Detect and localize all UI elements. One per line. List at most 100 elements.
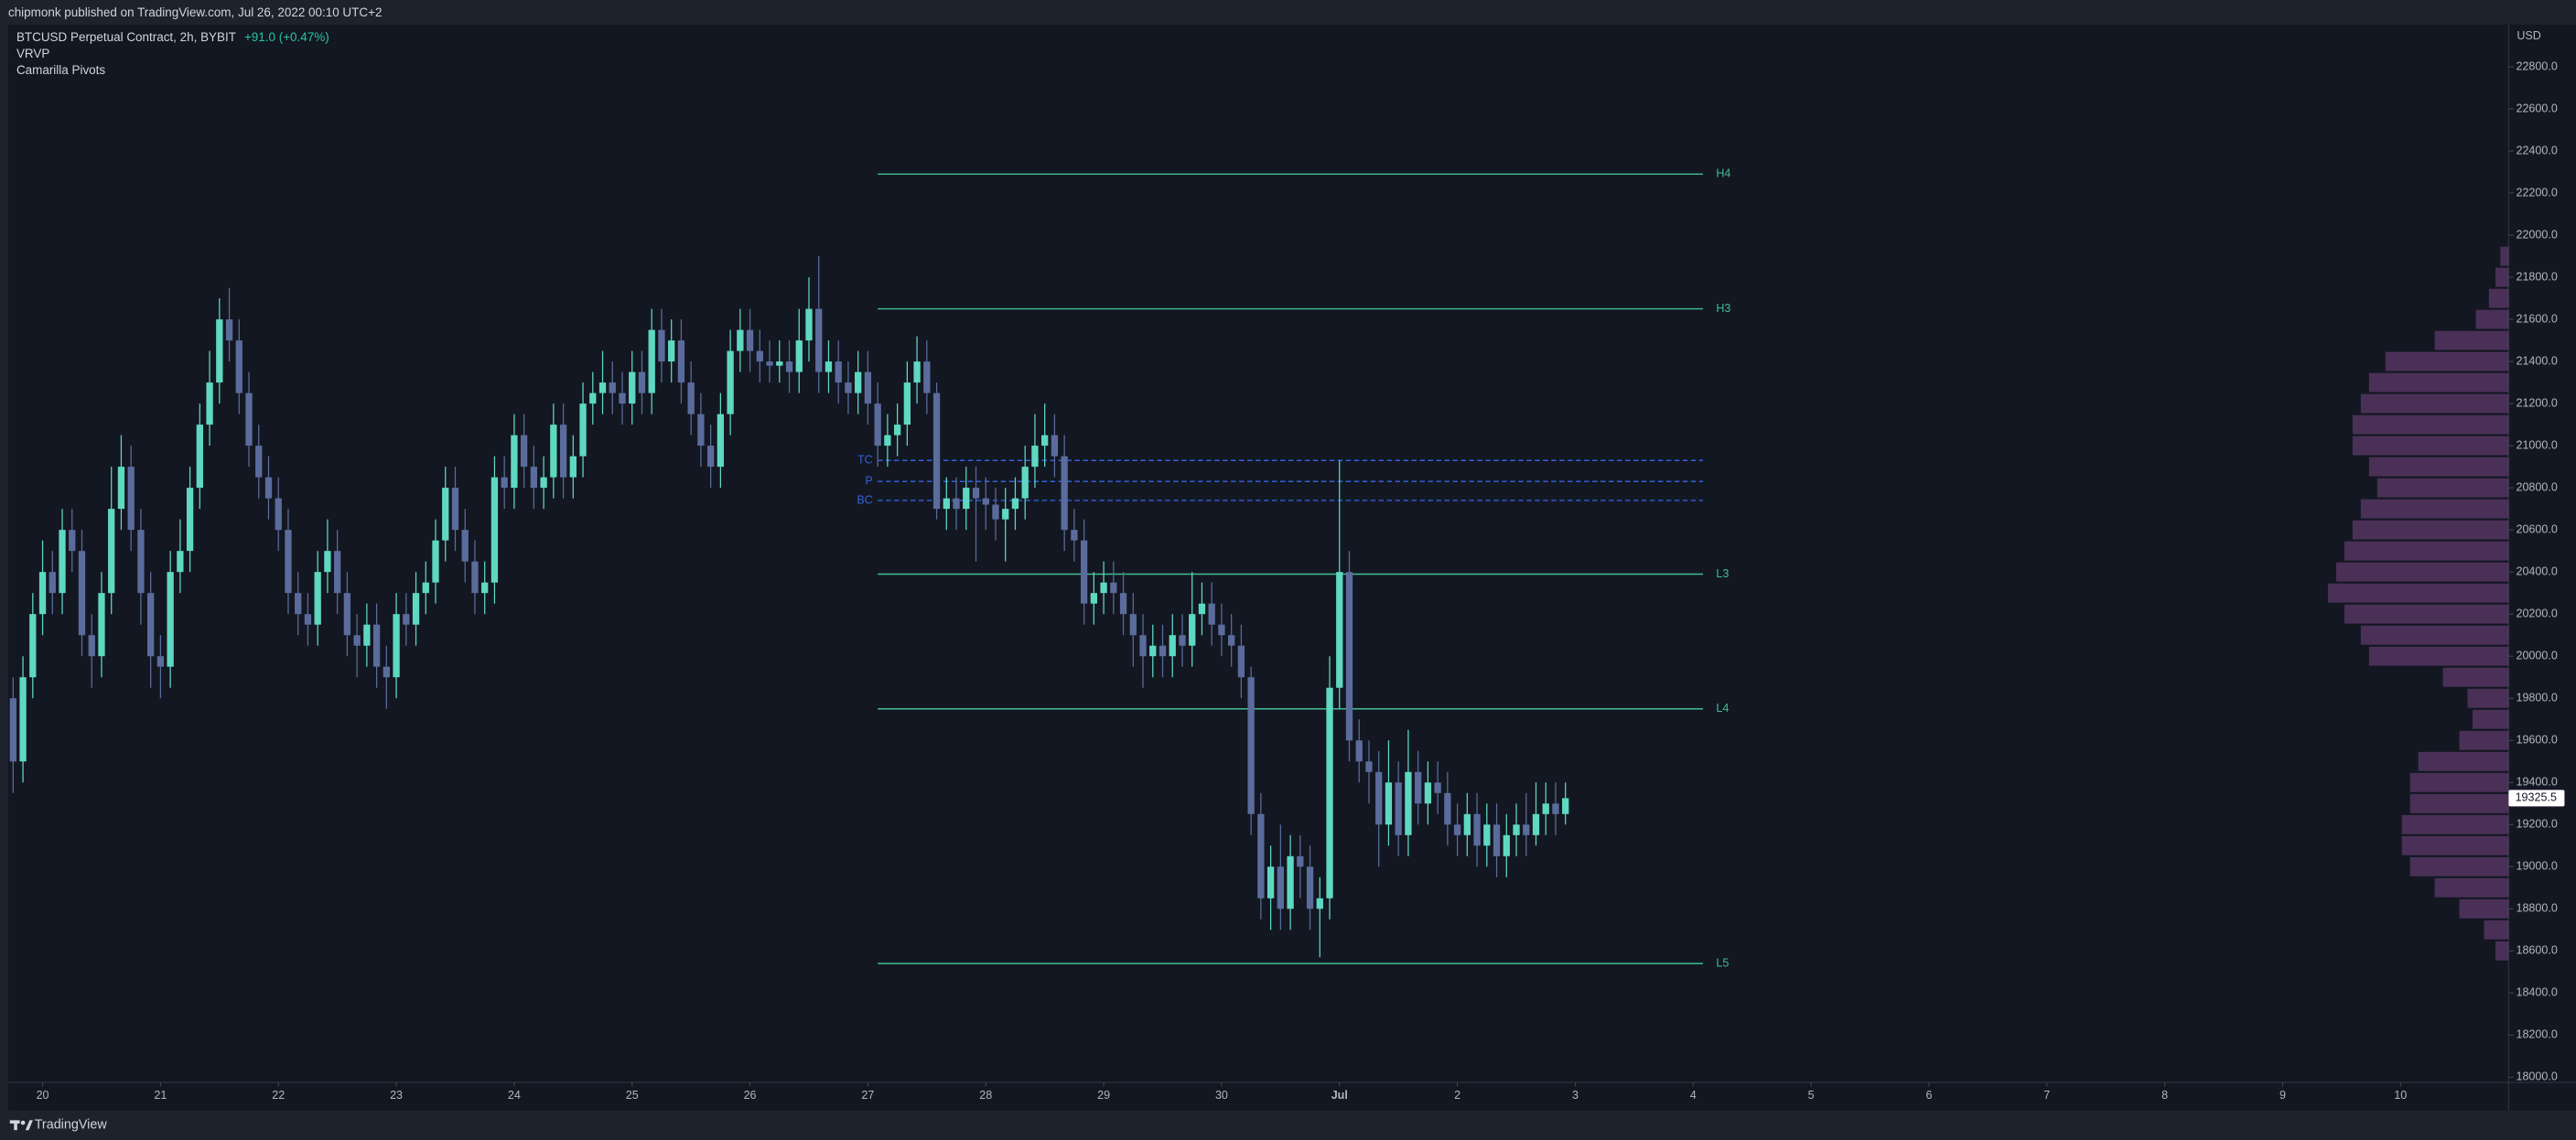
- candle-body: [1061, 456, 1068, 531]
- candle-body: [304, 614, 312, 625]
- volume-profile-row: [2335, 562, 2509, 582]
- candle-body: [697, 414, 705, 446]
- x-tick-label: 24: [508, 1089, 521, 1102]
- candle-body: [1139, 635, 1147, 657]
- candle-body: [913, 361, 921, 383]
- candle-body: [992, 504, 999, 520]
- x-tick-label: 20: [37, 1089, 49, 1102]
- candle-body: [1473, 813, 1481, 846]
- candle-body: [530, 467, 538, 489]
- candle-body: [245, 393, 253, 446]
- candle-body: [137, 530, 145, 594]
- candle-body: [903, 382, 911, 425]
- y-tick-label: 22800.0: [2516, 59, 2557, 72]
- x-tick-label: 26: [744, 1089, 757, 1102]
- pivot-label: L3: [1716, 567, 1729, 580]
- candle-body: [1100, 582, 1107, 594]
- candle-body: [1405, 771, 1412, 835]
- candle-body: [1189, 614, 1196, 646]
- candle-body: [324, 551, 331, 573]
- candle-body: [1218, 624, 1225, 636]
- candle-body: [540, 477, 547, 489]
- candle-body: [1257, 813, 1265, 898]
- candle-body: [1355, 740, 1363, 762]
- candle-body: [1179, 635, 1186, 646]
- candle-body: [29, 614, 37, 678]
- candle-body: [1463, 813, 1471, 835]
- volume-profile-row: [2459, 730, 2509, 750]
- candle-body: [49, 572, 56, 594]
- volume-profile-row: [2475, 309, 2509, 329]
- candle-body: [1375, 771, 1383, 825]
- indicator-name: Camarilla Pivots: [16, 63, 105, 77]
- candle-body: [1228, 635, 1235, 646]
- x-tick-label: 7: [2043, 1089, 2050, 1102]
- candle-body: [1277, 866, 1284, 909]
- volume-profile-row: [2418, 751, 2509, 771]
- candle-body: [677, 340, 685, 383]
- candle-body: [884, 435, 891, 446]
- candle-body: [1385, 782, 1393, 825]
- pivot-label: H4: [1716, 167, 1730, 180]
- volume-profile-row: [2401, 835, 2509, 855]
- candle-body: [1021, 467, 1029, 499]
- candle-body: [88, 635, 95, 657]
- candle-body: [432, 540, 439, 583]
- volume-profile-row: [2344, 604, 2509, 624]
- volume-profile-row: [2360, 625, 2509, 645]
- candle-body: [1119, 593, 1127, 615]
- candle-body: [658, 329, 665, 362]
- x-tick-label: 5: [1808, 1089, 1815, 1102]
- candle-body: [932, 393, 941, 510]
- pivot-label: BC: [857, 493, 872, 506]
- candle-body: [893, 425, 901, 436]
- candle-body: [1523, 824, 1530, 835]
- pivot-label: L5: [1716, 956, 1729, 969]
- candle-body: [147, 593, 155, 657]
- candle-body: [1434, 782, 1441, 793]
- y-tick-label: 20600.0: [2516, 522, 2557, 535]
- candle-body: [1080, 540, 1088, 604]
- candle-body: [383, 666, 390, 678]
- candle-body: [1424, 782, 1432, 804]
- x-tick-label: 27: [861, 1089, 874, 1102]
- y-tick-label: 20400.0: [2516, 565, 2557, 577]
- candle-body: [1159, 645, 1167, 657]
- candle-body: [855, 371, 862, 393]
- candle-body: [520, 435, 528, 468]
- candle-body: [442, 488, 449, 541]
- candle-body: [1532, 813, 1540, 835]
- candle-body: [648, 329, 655, 393]
- pivot-label: H3: [1716, 302, 1730, 315]
- candle-body: [1208, 603, 1215, 625]
- y-tick-label: 21600.0: [2516, 312, 2557, 325]
- volume-profile-row: [2484, 920, 2509, 940]
- candle-body: [1287, 855, 1294, 909]
- y-tick-label: 18600.0: [2516, 944, 2557, 957]
- volume-profile-row: [2360, 393, 2509, 414]
- candle-body: [1336, 572, 1343, 688]
- candle-body: [1483, 824, 1491, 846]
- candle-body: [1031, 446, 1039, 468]
- candle-body: [127, 467, 135, 531]
- candle-body: [1395, 782, 1402, 835]
- candle-body: [9, 698, 16, 762]
- left-border: [0, 24, 8, 1111]
- candle-body: [776, 361, 783, 366]
- candle-body: [1149, 645, 1157, 657]
- candle-body: [1503, 834, 1510, 856]
- brand-logo: [9, 1120, 33, 1131]
- footer-bar: [0, 1110, 2576, 1140]
- x-tick-label: 10: [2394, 1089, 2407, 1102]
- x-tick-label: 30: [1215, 1089, 1228, 1102]
- pivot-label: P: [865, 475, 872, 488]
- x-tick-label: 28: [979, 1089, 992, 1102]
- candle-body: [815, 308, 823, 372]
- candle-body: [963, 488, 970, 510]
- candle-body: [225, 319, 233, 341]
- candle-body: [1562, 798, 1569, 814]
- candle-body: [1169, 635, 1176, 657]
- y-tick-label: 20800.0: [2516, 480, 2557, 493]
- candle-body: [1415, 771, 1422, 804]
